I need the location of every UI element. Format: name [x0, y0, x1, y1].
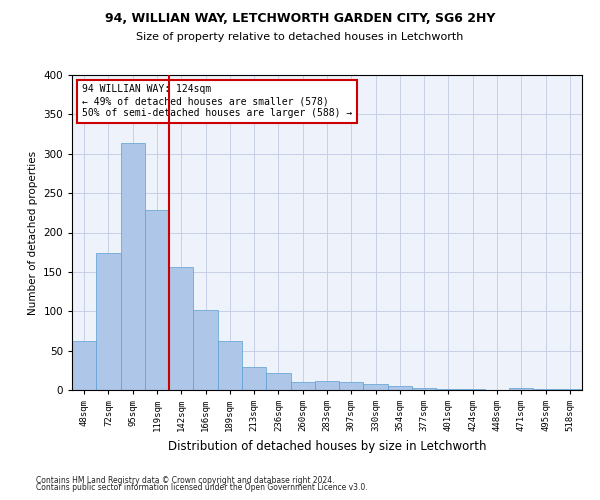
Bar	[461, 389, 485, 390]
Text: Size of property relative to detached houses in Letchworth: Size of property relative to detached ho…	[136, 32, 464, 42]
Bar	[315, 382, 339, 390]
Bar	[558, 389, 582, 390]
Bar	[364, 384, 388, 390]
X-axis label: Distribution of detached houses by size in Letchworth: Distribution of detached houses by size …	[168, 440, 486, 452]
Bar	[339, 382, 364, 390]
Text: Contains HM Land Registry data © Crown copyright and database right 2024.: Contains HM Land Registry data © Crown c…	[36, 476, 335, 485]
Bar	[72, 341, 96, 390]
Text: 94 WILLIAN WAY: 124sqm
← 49% of detached houses are smaller (578)
50% of semi-de: 94 WILLIAN WAY: 124sqm ← 49% of detached…	[82, 84, 352, 117]
Bar	[509, 388, 533, 390]
Bar	[242, 367, 266, 390]
Bar	[193, 310, 218, 390]
Bar	[388, 386, 412, 390]
Text: 94, WILLIAN WAY, LETCHWORTH GARDEN CITY, SG6 2HY: 94, WILLIAN WAY, LETCHWORTH GARDEN CITY,…	[105, 12, 495, 26]
Bar	[266, 374, 290, 390]
Bar	[412, 388, 436, 390]
Bar	[145, 210, 169, 390]
Bar	[96, 253, 121, 390]
Bar	[533, 389, 558, 390]
Text: Contains public sector information licensed under the Open Government Licence v3: Contains public sector information licen…	[36, 484, 368, 492]
Bar	[169, 267, 193, 390]
Bar	[436, 389, 461, 390]
Bar	[121, 142, 145, 390]
Y-axis label: Number of detached properties: Number of detached properties	[28, 150, 38, 314]
Bar	[218, 341, 242, 390]
Bar	[290, 382, 315, 390]
